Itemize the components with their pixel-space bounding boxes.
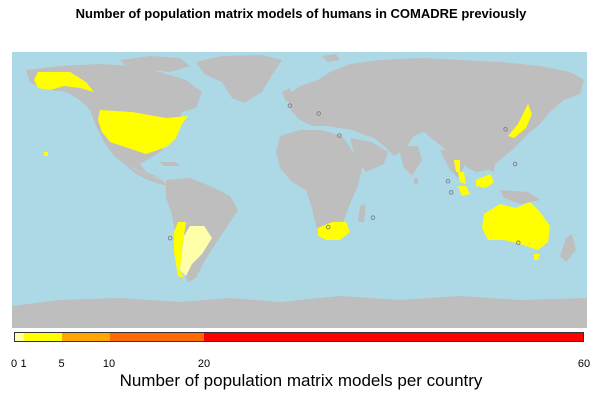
africa <box>276 130 362 240</box>
legend-tick-label: 10 <box>102 358 116 370</box>
country-japan <box>508 104 532 138</box>
country-borneo <box>476 174 494 188</box>
study-point <box>287 103 293 108</box>
legend-tick-label: 0 <box>10 358 18 370</box>
study-point <box>167 235 173 241</box>
country-thailand <box>454 160 460 172</box>
svalbard <box>322 54 340 62</box>
eurasia <box>286 58 584 172</box>
country-argentina <box>180 226 212 276</box>
new-zealand <box>560 234 576 262</box>
study-points <box>167 103 521 246</box>
study-point <box>326 224 331 230</box>
country-caribbean <box>44 152 48 156</box>
country-usa <box>98 110 188 154</box>
new-guinea <box>500 190 540 204</box>
country-tasmania <box>534 254 540 260</box>
greenland <box>196 55 282 103</box>
study-point <box>337 133 342 138</box>
legend-tick-label: 60 <box>577 358 591 370</box>
legend-tick-label: 20 <box>197 358 211 370</box>
legend-segment <box>24 333 63 341</box>
central-america <box>124 164 168 186</box>
legend-segment <box>204 333 583 341</box>
legend-segment <box>62 333 110 341</box>
country-malaysia <box>458 172 466 184</box>
country-chile <box>174 222 186 278</box>
study-point <box>512 161 518 167</box>
study-point <box>516 240 521 246</box>
study-point <box>503 127 508 132</box>
page-title: Number of population matrix models of hu… <box>75 6 527 21</box>
legend-segment <box>109 333 205 341</box>
legend-segment <box>15 333 25 341</box>
legend-title: Number of population matrix models per c… <box>119 371 483 390</box>
study-point <box>316 111 321 116</box>
study-point <box>445 179 451 184</box>
country-australia <box>482 202 550 250</box>
sri-lanka <box>414 178 418 184</box>
country-alaska <box>34 72 94 92</box>
antarctica <box>12 296 587 328</box>
study-point <box>370 215 376 220</box>
legend-tick-label: 5 <box>58 358 65 370</box>
country-indonesia <box>458 186 470 196</box>
india <box>398 146 422 176</box>
study-point <box>448 190 454 195</box>
madagascar <box>358 204 366 222</box>
caribbean <box>160 162 180 166</box>
legend-tick-label: 1 <box>20 358 27 370</box>
country-south-africa <box>318 222 350 240</box>
philippines <box>486 156 496 172</box>
legend-color-bar <box>14 332 584 342</box>
british-isles <box>282 88 292 102</box>
